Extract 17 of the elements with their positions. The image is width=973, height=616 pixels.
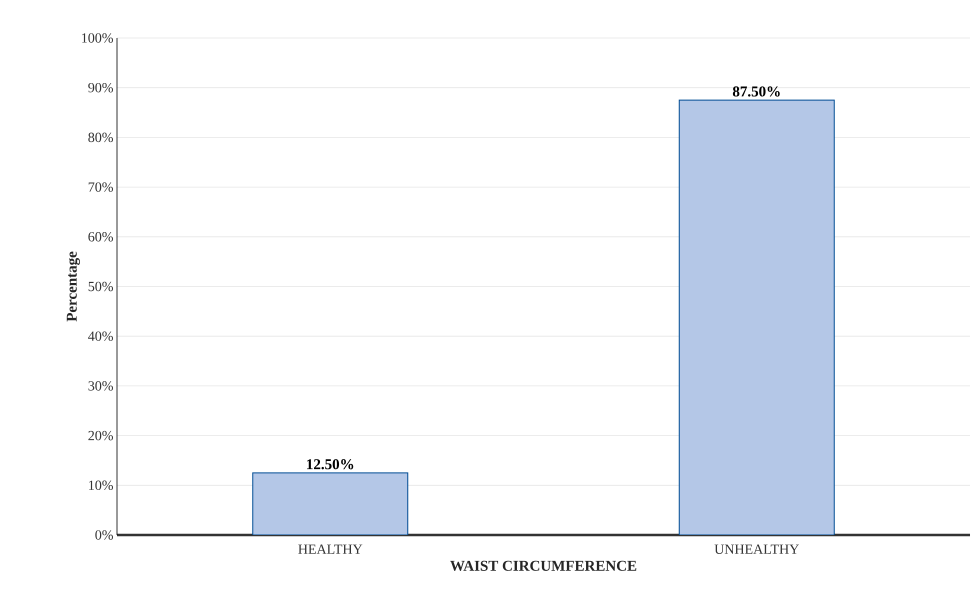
x-tick-label: HEALTHY [298, 544, 362, 554]
x-axis-title: WAIST CIRCUMFERENCE [450, 560, 636, 571]
data-label: 87.50% [732, 86, 780, 97]
y-tick-label: 20% [88, 430, 113, 440]
y-tick-label: 30% [88, 381, 113, 391]
y-tick-label: 60% [88, 232, 113, 242]
data-label: 12.50% [307, 459, 354, 470]
y-tick-label: 100% [82, 33, 113, 43]
y-tick-label: 80% [88, 132, 113, 142]
y-axis-title: Percentage [66, 252, 80, 322]
y-tick-label: 0% [95, 530, 113, 540]
y-tick-label: 40% [88, 331, 113, 341]
y-tick-label: 70% [88, 182, 113, 192]
y-tick-label: 50% [88, 282, 113, 292]
y-tick-label: 10% [89, 480, 113, 490]
x-tick-label: UNHEALTHY [714, 544, 799, 554]
y-tick-label: 90% [88, 82, 113, 92]
